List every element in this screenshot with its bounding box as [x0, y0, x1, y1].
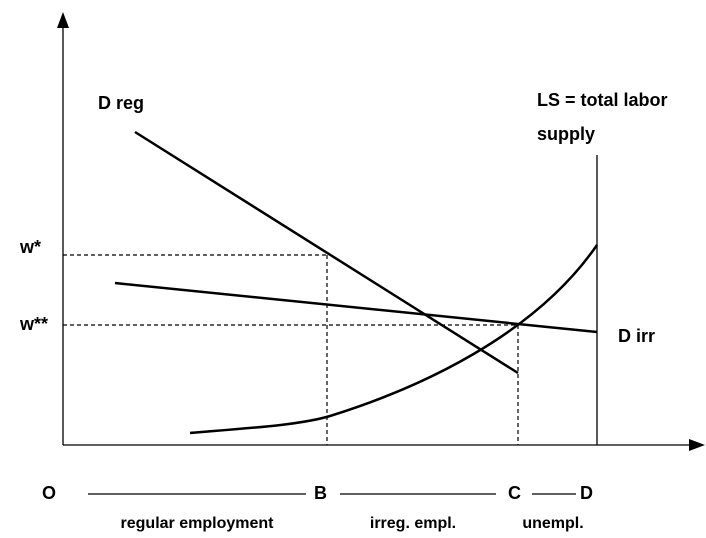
segment-label: regular employment [121, 515, 275, 532]
d-irr-label: D irr [618, 326, 655, 346]
point-label: O [42, 483, 56, 503]
x-axis-arrow [689, 439, 705, 451]
point-label: B [314, 483, 327, 503]
segment-label: unempl. [522, 515, 583, 532]
d-irr-curve [114, 281, 598, 334]
d-reg-curve [134, 130, 519, 375]
point-label: C [508, 483, 521, 503]
segment-label: irreg. empl. [370, 515, 456, 532]
supply-curve [189, 244, 599, 435]
ls-label: supply [537, 124, 595, 144]
point-label: D [580, 483, 593, 503]
y-axis-arrow [57, 12, 69, 28]
wage-label: w** [19, 314, 48, 334]
ls-label: LS = total labor [537, 90, 668, 110]
d-reg-label: D reg [98, 93, 144, 113]
wage-label: w* [19, 237, 41, 257]
